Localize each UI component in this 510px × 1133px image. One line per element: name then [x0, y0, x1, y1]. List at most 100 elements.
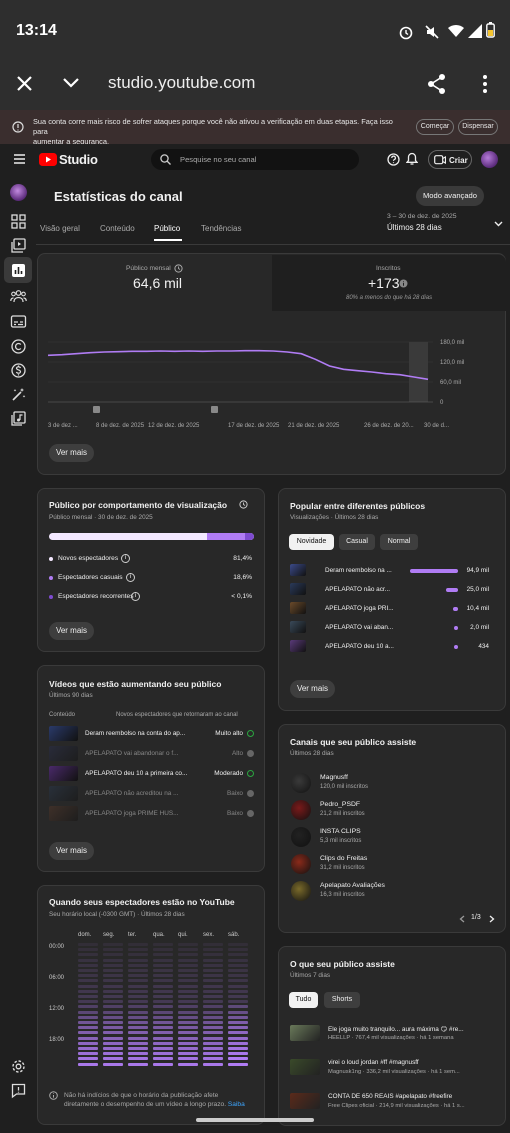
channel-name[interactable]: Clips do Freitas: [320, 855, 368, 862]
chip-shorts[interactable]: Shorts: [324, 992, 360, 1008]
popular-video-title[interactable]: APELAPATO vai aban...: [325, 624, 394, 631]
heatmap-cell: [203, 953, 223, 957]
growing-video-title[interactable]: Deram reembolso na conta do ap...: [85, 730, 186, 737]
subtitles-icon[interactable]: [10, 313, 27, 330]
channel-avatar[interactable]: [291, 881, 311, 901]
heatmap-cell: [228, 1000, 248, 1004]
date-range[interactable]: 3 – 30 de dez. de 2025: [387, 213, 457, 220]
heatmap-cell: [128, 1026, 148, 1030]
bell-icon[interactable]: [406, 152, 418, 166]
chevron-down-icon[interactable]: [62, 77, 80, 89]
channel-avatar[interactable]: [291, 773, 311, 793]
video-thumbnail[interactable]: [290, 1025, 320, 1041]
feedback-icon[interactable]: [10, 1082, 27, 1099]
start-button[interactable]: Começar: [416, 119, 454, 135]
period-dropdown-icon[interactable]: [494, 221, 503, 227]
tab-content[interactable]: Conteúdo: [100, 224, 135, 233]
more-vert-icon[interactable]: [482, 74, 488, 94]
dashboard-icon[interactable]: [10, 213, 27, 230]
channel-name[interactable]: INSTA CLIPS: [320, 828, 361, 835]
watch-video-title[interactable]: virei o loud jordan #ff #magnusff: [328, 1059, 419, 1066]
growing-video-title[interactable]: APELAPATO joga PRIME HUS...: [85, 810, 179, 817]
tab-overview[interactable]: Visão geral: [40, 224, 80, 233]
channel-avatar[interactable]: [291, 800, 311, 820]
heatmap-cell: [128, 1052, 148, 1056]
tab-trends[interactable]: Tendências: [201, 224, 242, 233]
content-icon[interactable]: [10, 237, 27, 254]
growing-see-more-button[interactable]: Ver mais: [49, 842, 94, 860]
watch-video-title[interactable]: CONTA DE 650 REAIS #apelapato #freefire: [328, 1093, 453, 1100]
page-title: Estatísticas do canal: [54, 189, 183, 204]
create-button[interactable]: Criar: [428, 150, 472, 169]
info-circle-icon[interactable]: i: [126, 573, 135, 582]
dismiss-button[interactable]: Dispensar: [458, 119, 498, 135]
search-input[interactable]: Pesquise no seu canal: [151, 149, 359, 170]
audio-library-icon[interactable]: [10, 410, 27, 427]
avatar[interactable]: [481, 151, 498, 168]
chip-all[interactable]: Tudo: [289, 992, 318, 1008]
video-thumbnail[interactable]: [290, 583, 306, 595]
upload-marker-icon[interactable]: [93, 406, 100, 413]
heatmap-cell: [103, 1047, 123, 1050]
popular-video-title[interactable]: APELAPATO joga PRI...: [325, 605, 394, 612]
prev-page-icon[interactable]: [459, 915, 465, 923]
close-icon[interactable]: [16, 75, 33, 92]
channel-avatar[interactable]: [291, 827, 311, 847]
growing-video-title[interactable]: APELAPATO vai abandonar o f...: [85, 750, 179, 757]
youtube-logo-icon[interactable]: [39, 153, 57, 166]
analytics-icon[interactable]: [10, 262, 27, 279]
menu-icon[interactable]: [14, 154, 25, 164]
settings-icon[interactable]: [10, 1058, 27, 1075]
copyright-icon[interactable]: [10, 338, 27, 355]
popular-bar: [454, 645, 458, 649]
growing-video-title[interactable]: APELAPATO não acreditou na ...: [85, 790, 179, 797]
popular-see-more-button[interactable]: Ver mais: [290, 680, 335, 698]
popular-video-title[interactable]: Deram reembolso na ...: [325, 567, 392, 574]
popular-video-title[interactable]: APELAPATO deu 10 a...: [325, 643, 394, 650]
video-thumbnail[interactable]: [49, 806, 78, 821]
next-page-icon[interactable]: [489, 915, 495, 923]
video-thumbnail[interactable]: [290, 564, 306, 576]
info-circle-icon[interactable]: i: [121, 554, 130, 563]
url-text[interactable]: studio.youtube.com: [108, 73, 256, 92]
watch-video-title[interactable]: Ele joga muito tranquilo... aura máxima …: [328, 1026, 464, 1033]
upload-marker-icon[interactable]: [211, 406, 218, 413]
video-thumbnail[interactable]: [49, 766, 78, 781]
growing-subtitle: Últimos 90 dias: [49, 692, 93, 699]
chip-regular[interactable]: Normal: [380, 534, 418, 550]
video-thumbnail[interactable]: [49, 726, 78, 741]
video-thumbnail[interactable]: [290, 640, 306, 652]
behavior-see-more-button[interactable]: Ver mais: [49, 622, 94, 640]
subscribers-value: +173: [368, 275, 400, 291]
advanced-mode-button[interactable]: Modo avançado: [416, 186, 484, 206]
earn-icon[interactable]: [10, 362, 27, 379]
growing-video-title[interactable]: APELAPATO deu 10 a primeira co...: [85, 770, 188, 777]
learn-more-link[interactable]: Saiba: [227, 1101, 245, 1108]
popular-video-title[interactable]: APELAPATO não acr...: [325, 586, 391, 593]
subscribers-tile[interactable]: Inscritos +173 80% a menos do que há 28 …: [272, 255, 506, 311]
channel-avatar[interactable]: [291, 854, 311, 874]
video-thumbnail[interactable]: [49, 746, 78, 761]
channel-name[interactable]: Apelapato Avaliações: [320, 882, 385, 889]
channel-name[interactable]: Pedro_PSDF: [320, 801, 361, 808]
tab-audience[interactable]: Público: [154, 224, 181, 233]
community-icon[interactable]: [10, 288, 27, 305]
chip-new[interactable]: Novidade: [289, 534, 334, 550]
channel-name[interactable]: Magnusff: [320, 774, 348, 781]
monthly-audience-value: 64,6 mil: [133, 275, 183, 291]
period-label[interactable]: Últimos 28 dias: [387, 223, 442, 232]
heatmap-cell: [128, 1036, 148, 1040]
video-thumbnail[interactable]: [290, 1093, 320, 1109]
customize-icon[interactable]: [10, 386, 27, 403]
channel-avatar[interactable]: [10, 184, 27, 201]
video-thumbnail[interactable]: [290, 602, 306, 614]
share-icon[interactable]: [427, 73, 447, 95]
info-circle-icon[interactable]: i: [131, 592, 140, 601]
video-thumbnail[interactable]: [290, 621, 306, 633]
chip-casual[interactable]: Casual: [339, 534, 375, 550]
column-returning: Novos espectadores que retornaram ao can…: [116, 712, 238, 718]
video-thumbnail[interactable]: [290, 1059, 320, 1075]
overview-see-more-button[interactable]: Ver mais: [49, 444, 94, 462]
help-icon[interactable]: [387, 153, 400, 166]
video-thumbnail[interactable]: [49, 786, 78, 801]
